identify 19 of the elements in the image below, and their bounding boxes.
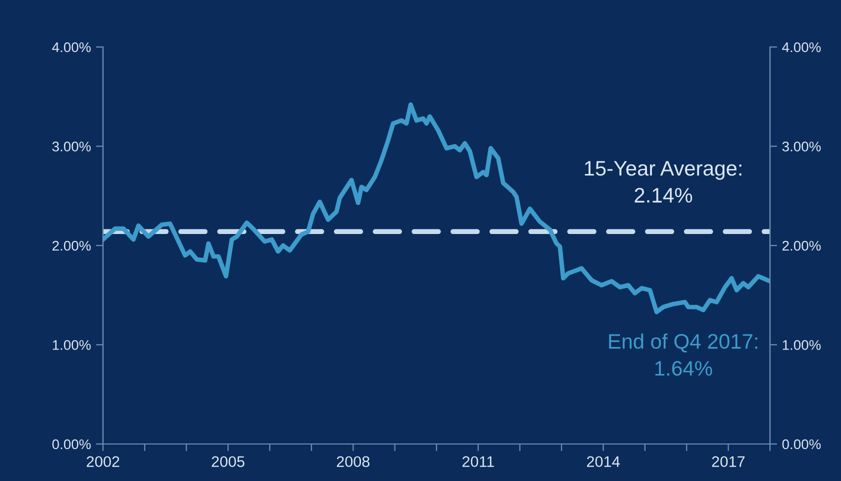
x-tick-label: 2011 <box>462 456 494 468</box>
ref-line-label: 15-Year Average: 2.14% <box>584 161 742 203</box>
y-tick-label: 2.00% <box>52 240 91 251</box>
x-tick-label: 2008 <box>336 456 370 468</box>
y-tick-label: 1.00% <box>52 340 91 350</box>
x-tick-label: 2017 <box>712 456 745 468</box>
x-tick-label: 2005 <box>212 456 244 468</box>
y2-tick-label: 0.00% <box>782 439 821 450</box>
x-tick-label: 2014 <box>587 456 620 468</box>
y-tick-label: 4.00% <box>52 42 91 52</box>
y2-tick-label: 4.00% <box>782 42 821 52</box>
y2-tick-label: 2.00% <box>782 240 821 251</box>
y2-tick-label: 1.00% <box>782 340 821 350</box>
y-tick-label: 3.00% <box>52 142 91 152</box>
annotation: End of Q4 2017: 1.64% <box>609 333 758 376</box>
y2-tick-label: 3.00% <box>782 142 821 152</box>
y-tick-label: 0.00% <box>52 439 91 450</box>
line-series <box>103 102 770 314</box>
x-tick-label: 2002 <box>86 456 120 468</box>
